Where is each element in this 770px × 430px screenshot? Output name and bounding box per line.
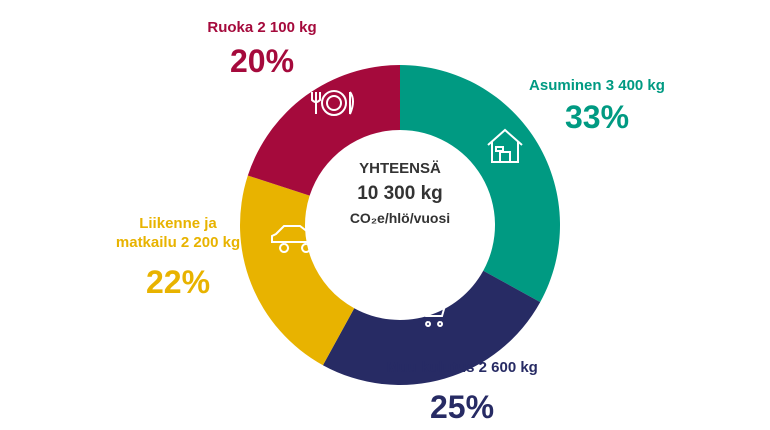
center-total: 10 300 kg [357,183,443,204]
center-title: YHTEENSÄ [359,160,441,177]
icon [311,90,354,116]
value-label: 20% [229,43,295,79]
donut-segment [247,65,400,196]
donut-segment [322,270,541,385]
category-label: Liikenne ja matkailu 2 200 kg [115,215,241,251]
icon [271,225,319,253]
value-label: 25% [429,389,495,425]
value-label: 33% [564,99,630,135]
icon [487,128,523,163]
icon [414,295,448,327]
category-label: Ruoka 2 100 kg [207,19,317,36]
category-label: Muu kulutus 2 600 kg [386,359,538,376]
value-label: 22% [145,264,211,300]
center-unit: CO₂e/hlö/vuosi [349,210,451,226]
donut-segment [240,175,355,366]
category-label: Asuminen 3 400 kg [529,77,665,94]
donut-segment [400,65,560,303]
